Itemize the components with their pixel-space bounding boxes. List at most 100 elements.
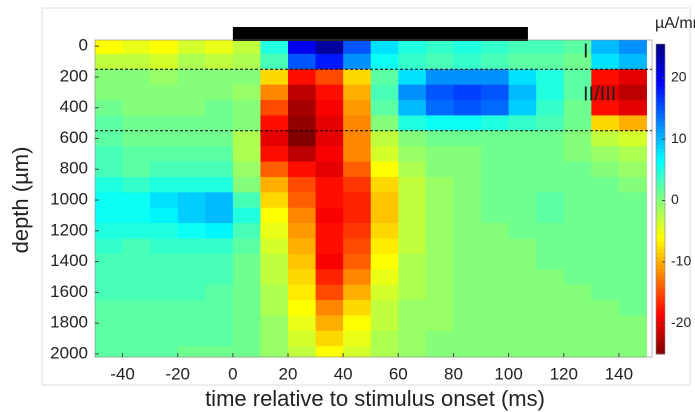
heatmap-cell xyxy=(177,40,206,55)
heatmap-cell xyxy=(205,130,234,147)
heatmap-cell xyxy=(205,223,234,240)
heatmap-cell xyxy=(177,300,206,316)
heatmap-cell xyxy=(591,100,620,116)
heatmap-cell xyxy=(260,176,289,193)
heatmap-cell xyxy=(343,192,372,209)
y-tick-label: 400 xyxy=(60,97,88,116)
heatmap-cell xyxy=(315,284,344,301)
heatmap-cell xyxy=(563,84,592,101)
heatmap-cell xyxy=(95,315,124,332)
heatmap-cell xyxy=(95,253,124,270)
heatmap-cell xyxy=(563,238,592,255)
heatmap-cell xyxy=(95,176,124,193)
heatmap-cell xyxy=(425,330,454,347)
heatmap-cell xyxy=(398,269,427,286)
colorbar-swatch xyxy=(656,183,665,188)
colorbar-swatch xyxy=(656,164,665,169)
colorbar-swatch xyxy=(656,117,665,122)
colorbar-swatch xyxy=(656,195,665,200)
heatmap-cell xyxy=(315,161,344,178)
heatmap-cell xyxy=(481,330,510,347)
heatmap-cell xyxy=(260,223,289,240)
heatmap-cell xyxy=(618,346,647,358)
heatmap-cell xyxy=(288,176,317,193)
heatmap-cell xyxy=(425,69,454,86)
colorbar-swatch xyxy=(656,346,665,351)
heatmap-cell xyxy=(508,146,537,163)
heatmap-cell xyxy=(150,284,179,301)
heatmap-cell xyxy=(591,300,620,316)
colorbar-swatch xyxy=(656,160,665,165)
heatmap-cell xyxy=(260,315,289,332)
heatmap-cell xyxy=(260,161,289,178)
heatmap-cell xyxy=(343,207,372,224)
heatmap-cell xyxy=(618,269,647,286)
heatmap-cell xyxy=(481,161,510,178)
heatmap-cell xyxy=(260,284,289,301)
heatmap-cell xyxy=(205,53,234,70)
heatmap-cell xyxy=(232,40,261,55)
heatmap-cell xyxy=(425,223,454,240)
colorbar-swatch xyxy=(656,113,665,119)
heatmap-cell xyxy=(205,330,234,347)
heatmap-cell xyxy=(260,207,289,224)
heatmap-cell xyxy=(260,269,289,286)
heatmap-cell xyxy=(508,53,537,70)
heatmap-cell xyxy=(618,315,647,332)
heatmap-cell xyxy=(453,330,482,347)
heatmap-cell xyxy=(95,330,124,347)
heatmap-cell xyxy=(508,300,537,316)
heatmap-cell xyxy=(150,207,179,224)
heatmap-cell xyxy=(288,115,317,132)
heatmap-cell xyxy=(536,269,565,286)
colorbar-swatch xyxy=(656,272,665,277)
heatmap-cell xyxy=(508,176,537,193)
heatmap-cell xyxy=(481,284,510,301)
colorbar-swatch xyxy=(656,206,665,212)
heatmap-cell xyxy=(232,115,261,132)
heatmap-cell xyxy=(563,100,592,116)
heatmap-cell xyxy=(232,238,261,255)
colorbar-swatch xyxy=(656,257,665,262)
heatmap-cell xyxy=(398,300,427,316)
heatmap-cell xyxy=(591,315,620,332)
heatmap-cell xyxy=(370,176,399,193)
heatmap-cell xyxy=(205,269,234,286)
colorbar-swatch xyxy=(656,202,665,208)
heatmap-cell xyxy=(95,100,124,116)
colorbar-swatch xyxy=(656,106,665,111)
colorbar-swatch xyxy=(656,230,665,235)
heatmap-cell xyxy=(453,207,482,224)
colorbar-swatch xyxy=(656,292,665,297)
heatmap-cell xyxy=(370,207,399,224)
heatmap-cell xyxy=(618,192,647,209)
colorbar-swatch xyxy=(656,199,665,204)
colorbar-swatch xyxy=(656,82,665,88)
colorbar-swatch xyxy=(656,261,665,266)
heatmap-cell xyxy=(122,146,151,163)
heatmap-cell xyxy=(398,130,427,147)
heatmap-cell xyxy=(177,100,206,116)
y-tick-label: 1200 xyxy=(50,220,88,239)
x-tick-label: 120 xyxy=(550,364,578,383)
heatmap-cell xyxy=(205,238,234,255)
heatmap-cell xyxy=(315,40,344,55)
heatmap-cell xyxy=(260,130,289,147)
heatmap-cell xyxy=(425,100,454,116)
colorbar-swatch xyxy=(656,268,665,274)
heatmap-cell xyxy=(398,69,427,86)
heatmap-cell xyxy=(95,223,124,240)
heatmap-cell xyxy=(425,269,454,286)
heatmap-cell xyxy=(232,330,261,347)
heatmap-cell xyxy=(260,69,289,86)
heatmap-cell xyxy=(177,330,206,347)
heatmap-cell xyxy=(232,130,261,147)
colorbar-swatch xyxy=(656,140,665,146)
heatmap-cell xyxy=(288,207,317,224)
heatmap-cell xyxy=(536,238,565,255)
heatmap-cell xyxy=(453,84,482,101)
heatmap-cell xyxy=(618,146,647,163)
heatmap-cell xyxy=(453,130,482,147)
heatmap-cell xyxy=(591,223,620,240)
heatmap-cell xyxy=(536,253,565,270)
